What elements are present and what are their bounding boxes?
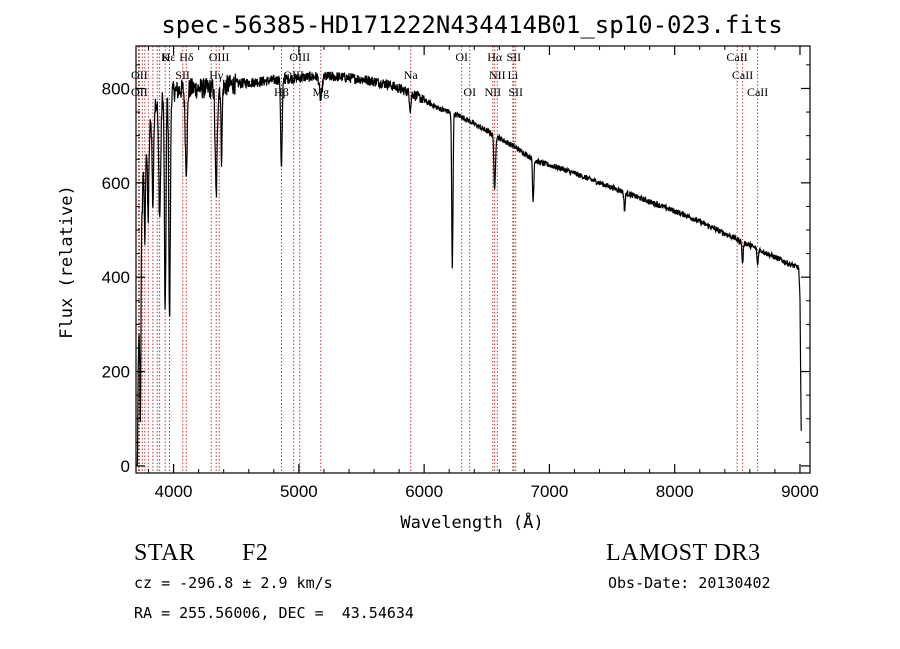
spectral-line-label: NII xyxy=(489,68,506,82)
x-tick-label: 7000 xyxy=(531,482,569,501)
x-tick-label: 8000 xyxy=(656,482,694,501)
x-axis-label: Wavelength (Å) xyxy=(400,511,543,533)
sky-coordinates: RA = 255.56006, DEC = 43.54634 xyxy=(134,604,414,622)
spectral-line-label: OI xyxy=(463,85,476,99)
spectrum-line xyxy=(136,71,802,467)
spectral-line-label: NII xyxy=(484,85,501,99)
spectral-line-label: Mg xyxy=(312,85,329,99)
spectral-line-label: OII xyxy=(131,85,148,99)
spectral-line-label: Hα xyxy=(487,50,503,64)
spectral-line-label: OIII xyxy=(289,50,310,64)
y-tick-label: 400 xyxy=(102,268,130,287)
spectral-line-label: OII xyxy=(131,68,148,82)
axis-ticks: 4000 5000 6000 7000 8000 9000 0 200 400 600 800 xyxy=(102,46,819,501)
spectral-line-label: Hε xyxy=(162,50,176,64)
spectral-line-label: SII xyxy=(175,68,190,82)
spectral-line-label: Li xyxy=(508,68,519,82)
survey-name: LAMOST DR3 xyxy=(606,540,761,566)
spectral-subclass: F2 xyxy=(242,540,269,566)
spectral-line-label: CaII xyxy=(747,85,768,99)
y-axis-label: Flux (relative) xyxy=(57,185,77,339)
x-tick-label: 4000 xyxy=(155,482,193,501)
y-tick-label: 800 xyxy=(102,79,130,98)
y-tick-label: 200 xyxy=(102,363,130,382)
spectral-line-label: Hβ xyxy=(274,85,289,99)
y-tick-label: 600 xyxy=(102,174,130,193)
spectral-line-label: CaII xyxy=(732,68,753,82)
x-tick-label: 9000 xyxy=(781,482,819,501)
spectral-line-label: OIII xyxy=(209,50,230,64)
object-type: STAR xyxy=(134,540,196,566)
spectral-line-label: K xyxy=(161,50,170,64)
spectral-line-label: Na xyxy=(404,68,419,82)
spectral-line-label: SII xyxy=(508,85,523,99)
plot-frame xyxy=(135,45,811,474)
spectral-line-label: CaII xyxy=(726,50,747,64)
spectral-line-label: Hγ xyxy=(209,68,224,82)
x-tick-label: 5000 xyxy=(280,482,318,501)
spectral-line-label: Hδ xyxy=(179,50,194,64)
chart-title: spec-56385-HD171222N434414B01_sp10-023.f… xyxy=(161,11,782,39)
y-tick-label: 0 xyxy=(121,457,130,476)
x-tick-label: 6000 xyxy=(405,482,443,501)
redshift-velocity: cz = -296.8 ± 2.9 km/s xyxy=(134,574,333,592)
observation-date: Obs-Date: 20130402 xyxy=(608,574,771,592)
spectral-line-label: OI xyxy=(455,50,468,64)
spectral-line-label: SII xyxy=(507,50,522,64)
